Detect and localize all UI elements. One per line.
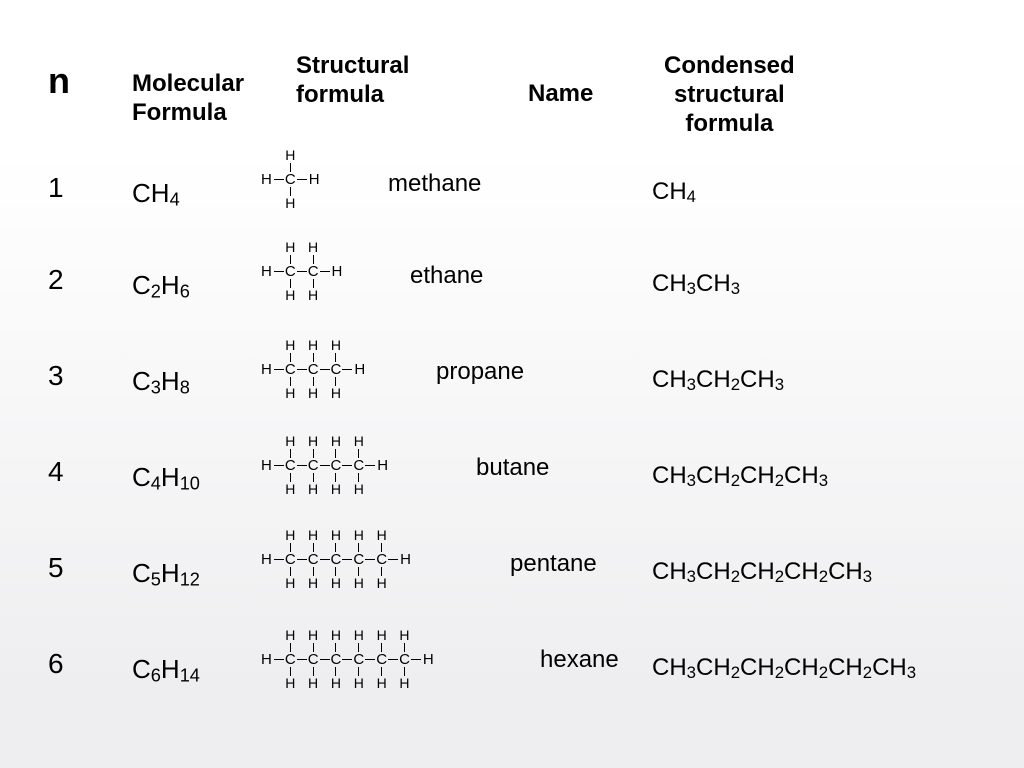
row-1-molecular: CH4	[132, 178, 180, 210]
row-1-n: 1	[48, 172, 64, 204]
header-condensed: Condensed structural formula	[664, 52, 795, 138]
row-6-condensed: CH3CH2CH2CH2CH2CH3	[652, 654, 916, 683]
row-2-name: ethane	[410, 262, 483, 290]
row-5-structural: HHCHHCHHCHHCHHCHH	[260, 528, 412, 591]
row-4-name: butane	[476, 454, 549, 482]
row-3-name: propane	[436, 358, 524, 386]
row-5-molecular: C5H12	[132, 558, 200, 590]
row-1-name: methane	[388, 170, 481, 198]
row-4-n: 4	[48, 456, 64, 488]
header-molecular: Molecular Formula	[132, 70, 244, 128]
row-3-molecular: C3H8	[132, 366, 190, 398]
row-6-n: 6	[48, 648, 64, 680]
row-6-structural: HHCHHCHHCHHCHHCHHCHH	[260, 628, 435, 691]
row-4-structural: HHCHHCHHCHHCHH	[260, 434, 389, 497]
alkanes-table: { "layout":{ "width":1024,"height":768, …	[0, 0, 1024, 768]
header-name: Name	[528, 80, 593, 108]
row-3-structural: HHCHHCHHCHH	[260, 338, 366, 401]
row-2-structural: HHCHHCHH	[260, 240, 343, 303]
row-3-n: 3	[48, 360, 64, 392]
header-n: n	[48, 60, 70, 102]
row-6-molecular: C6H14	[132, 654, 200, 686]
row-2-molecular: C2H6	[132, 270, 190, 302]
row-5-condensed: CH3CH2CH2CH2CH3	[652, 558, 872, 587]
row-3-condensed: CH3CH2CH3	[652, 366, 784, 395]
row-4-condensed: CH3CH2CH2CH3	[652, 462, 828, 491]
row-5-n: 5	[48, 552, 64, 584]
row-1-condensed: CH4	[652, 178, 696, 207]
row-2-n: 2	[48, 264, 64, 296]
row-6-name: hexane	[540, 646, 619, 674]
row-5-name: pentane	[510, 550, 597, 578]
row-1-structural: HHCHH	[260, 148, 321, 211]
row-4-molecular: C4H10	[132, 462, 200, 494]
header-structural: Structural formula	[296, 52, 409, 110]
row-2-condensed: CH3CH3	[652, 270, 740, 299]
